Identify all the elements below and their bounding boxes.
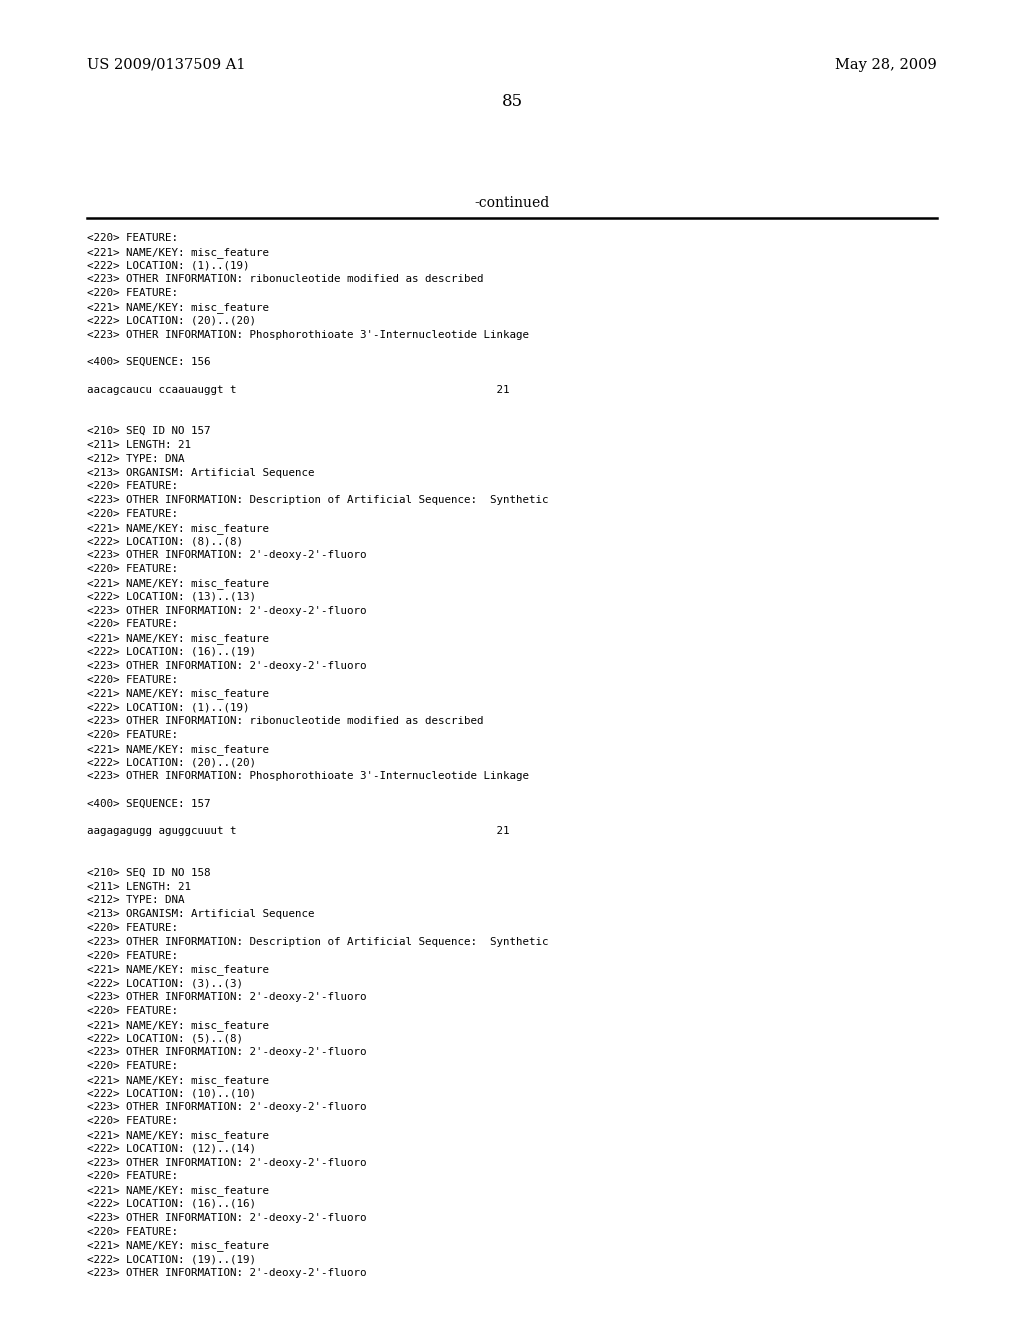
Text: <220> FEATURE:: <220> FEATURE: (87, 234, 178, 243)
Text: <220> FEATURE:: <220> FEATURE: (87, 510, 178, 519)
Text: <220> FEATURE:: <220> FEATURE: (87, 730, 178, 739)
Text: <221> NAME/KEY: misc_feature: <221> NAME/KEY: misc_feature (87, 247, 269, 257)
Text: <220> FEATURE:: <220> FEATURE: (87, 482, 178, 491)
Text: <212> TYPE: DNA: <212> TYPE: DNA (87, 454, 184, 463)
Text: <222> LOCATION: (3)..(3): <222> LOCATION: (3)..(3) (87, 978, 243, 989)
Text: <210> SEQ ID NO 158: <210> SEQ ID NO 158 (87, 867, 211, 878)
Text: <221> NAME/KEY: misc_feature: <221> NAME/KEY: misc_feature (87, 1019, 269, 1031)
Text: <221> NAME/KEY: misc_feature: <221> NAME/KEY: misc_feature (87, 1130, 269, 1140)
Text: <222> LOCATION: (12)..(14): <222> LOCATION: (12)..(14) (87, 1144, 256, 1154)
Text: <221> NAME/KEY: misc_feature: <221> NAME/KEY: misc_feature (87, 302, 269, 313)
Text: <223> OTHER INFORMATION: 2'-deoxy-2'-fluoro: <223> OTHER INFORMATION: 2'-deoxy-2'-flu… (87, 1213, 367, 1222)
Text: <221> NAME/KEY: misc_feature: <221> NAME/KEY: misc_feature (87, 578, 269, 589)
Text: <211> LENGTH: 21: <211> LENGTH: 21 (87, 882, 191, 891)
Text: <223> OTHER INFORMATION: Description of Artificial Sequence:  Synthetic: <223> OTHER INFORMATION: Description of … (87, 937, 549, 946)
Text: <223> OTHER INFORMATION: Phosphorothioate 3'-Internucleotide Linkage: <223> OTHER INFORMATION: Phosphorothioat… (87, 330, 529, 339)
Text: <212> TYPE: DNA: <212> TYPE: DNA (87, 895, 184, 906)
Text: <223> OTHER INFORMATION: ribonucleotide modified as described: <223> OTHER INFORMATION: ribonucleotide … (87, 715, 483, 726)
Text: <222> LOCATION: (5)..(8): <222> LOCATION: (5)..(8) (87, 1034, 243, 1043)
Text: <220> FEATURE:: <220> FEATURE: (87, 1061, 178, 1071)
Text: <210> SEQ ID NO 157: <210> SEQ ID NO 157 (87, 426, 211, 436)
Text: <213> ORGANISM: Artificial Sequence: <213> ORGANISM: Artificial Sequence (87, 467, 314, 478)
Text: <223> OTHER INFORMATION: Phosphorothioate 3'-Internucleotide Linkage: <223> OTHER INFORMATION: Phosphorothioat… (87, 771, 529, 781)
Text: <220> FEATURE:: <220> FEATURE: (87, 1171, 178, 1181)
Text: <220> FEATURE:: <220> FEATURE: (87, 1226, 178, 1237)
Text: <221> NAME/KEY: misc_feature: <221> NAME/KEY: misc_feature (87, 523, 269, 533)
Text: <222> LOCATION: (13)..(13): <222> LOCATION: (13)..(13) (87, 591, 256, 602)
Text: <211> LENGTH: 21: <211> LENGTH: 21 (87, 440, 191, 450)
Text: <220> FEATURE:: <220> FEATURE: (87, 950, 178, 961)
Text: <221> NAME/KEY: misc_feature: <221> NAME/KEY: misc_feature (87, 1241, 269, 1251)
Text: <400> SEQUENCE: 157: <400> SEQUENCE: 157 (87, 799, 211, 809)
Text: aacagcaucu ccaauauggt t                                        21: aacagcaucu ccaauauggt t 21 (87, 385, 510, 395)
Text: <221> NAME/KEY: misc_feature: <221> NAME/KEY: misc_feature (87, 689, 269, 700)
Text: <222> LOCATION: (8)..(8): <222> LOCATION: (8)..(8) (87, 537, 243, 546)
Text: <220> FEATURE:: <220> FEATURE: (87, 288, 178, 298)
Text: <220> FEATURE:: <220> FEATURE: (87, 1006, 178, 1016)
Text: <222> LOCATION: (20)..(20): <222> LOCATION: (20)..(20) (87, 758, 256, 767)
Text: <223> OTHER INFORMATION: ribonucleotide modified as described: <223> OTHER INFORMATION: ribonucleotide … (87, 275, 483, 284)
Text: aagagagugg aguggcuuut t                                        21: aagagagugg aguggcuuut t 21 (87, 826, 510, 837)
Text: <222> LOCATION: (19)..(19): <222> LOCATION: (19)..(19) (87, 1254, 256, 1265)
Text: <223> OTHER INFORMATION: Description of Artificial Sequence:  Synthetic: <223> OTHER INFORMATION: Description of … (87, 495, 549, 506)
Text: <220> FEATURE:: <220> FEATURE: (87, 1117, 178, 1126)
Text: <220> FEATURE:: <220> FEATURE: (87, 564, 178, 574)
Text: <221> NAME/KEY: misc_feature: <221> NAME/KEY: misc_feature (87, 965, 269, 975)
Text: <222> LOCATION: (16)..(19): <222> LOCATION: (16)..(19) (87, 647, 256, 657)
Text: <223> OTHER INFORMATION: 2'-deoxy-2'-fluoro: <223> OTHER INFORMATION: 2'-deoxy-2'-flu… (87, 1047, 367, 1057)
Text: <221> NAME/KEY: misc_feature: <221> NAME/KEY: misc_feature (87, 743, 269, 755)
Text: -continued: -continued (474, 195, 550, 210)
Text: <223> OTHER INFORMATION: 2'-deoxy-2'-fluoro: <223> OTHER INFORMATION: 2'-deoxy-2'-flu… (87, 661, 367, 671)
Text: <223> OTHER INFORMATION: 2'-deoxy-2'-fluoro: <223> OTHER INFORMATION: 2'-deoxy-2'-flu… (87, 1158, 367, 1168)
Text: May 28, 2009: May 28, 2009 (836, 58, 937, 73)
Text: <221> NAME/KEY: misc_feature: <221> NAME/KEY: misc_feature (87, 1074, 269, 1086)
Text: <223> OTHER INFORMATION: 2'-deoxy-2'-fluoro: <223> OTHER INFORMATION: 2'-deoxy-2'-flu… (87, 1102, 367, 1113)
Text: <222> LOCATION: (1)..(19): <222> LOCATION: (1)..(19) (87, 260, 250, 271)
Text: 85: 85 (502, 92, 522, 110)
Text: <220> FEATURE:: <220> FEATURE: (87, 675, 178, 685)
Text: <223> OTHER INFORMATION: 2'-deoxy-2'-fluoro: <223> OTHER INFORMATION: 2'-deoxy-2'-flu… (87, 606, 367, 615)
Text: <222> LOCATION: (16)..(16): <222> LOCATION: (16)..(16) (87, 1199, 256, 1209)
Text: <220> FEATURE:: <220> FEATURE: (87, 923, 178, 933)
Text: <221> NAME/KEY: misc_feature: <221> NAME/KEY: misc_feature (87, 1185, 269, 1196)
Text: <223> OTHER INFORMATION: 2'-deoxy-2'-fluoro: <223> OTHER INFORMATION: 2'-deoxy-2'-flu… (87, 550, 367, 561)
Text: US 2009/0137509 A1: US 2009/0137509 A1 (87, 58, 246, 73)
Text: <222> LOCATION: (1)..(19): <222> LOCATION: (1)..(19) (87, 702, 250, 713)
Text: <223> OTHER INFORMATION: 2'-deoxy-2'-fluoro: <223> OTHER INFORMATION: 2'-deoxy-2'-flu… (87, 993, 367, 1002)
Text: <221> NAME/KEY: misc_feature: <221> NAME/KEY: misc_feature (87, 634, 269, 644)
Text: <220> FEATURE:: <220> FEATURE: (87, 619, 178, 630)
Text: <223> OTHER INFORMATION: 2'-deoxy-2'-fluoro: <223> OTHER INFORMATION: 2'-deoxy-2'-flu… (87, 1269, 367, 1278)
Text: <222> LOCATION: (20)..(20): <222> LOCATION: (20)..(20) (87, 315, 256, 326)
Text: <213> ORGANISM: Artificial Sequence: <213> ORGANISM: Artificial Sequence (87, 909, 314, 919)
Text: <400> SEQUENCE: 156: <400> SEQUENCE: 156 (87, 358, 211, 367)
Text: <222> LOCATION: (10)..(10): <222> LOCATION: (10)..(10) (87, 1089, 256, 1098)
